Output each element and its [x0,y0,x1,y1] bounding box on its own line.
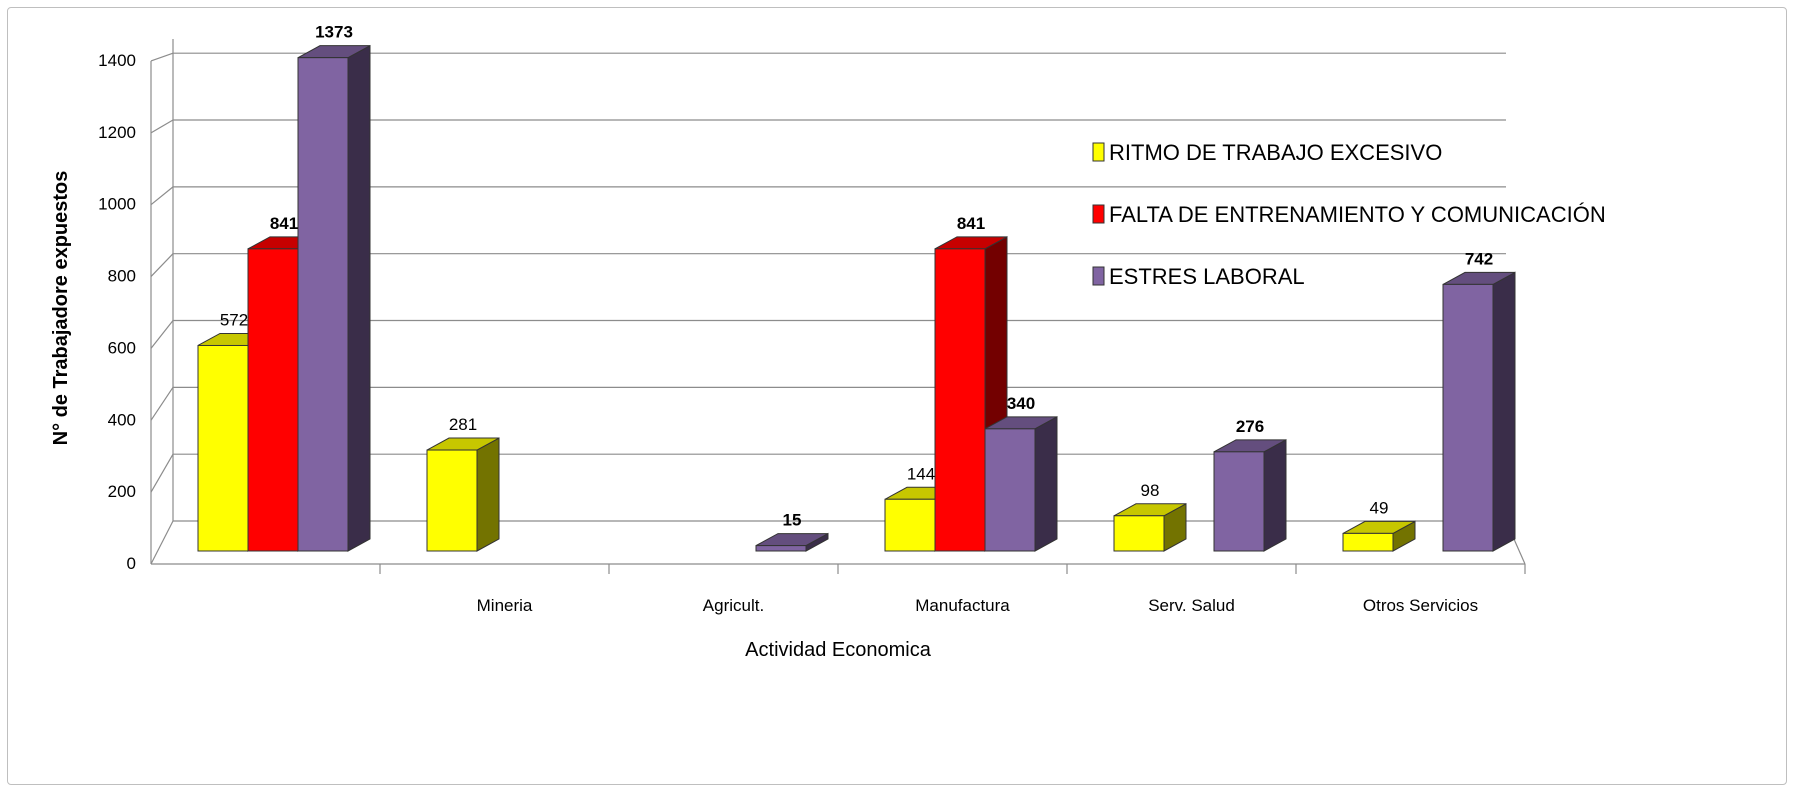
data-label: 98 [1141,481,1160,500]
data-label: 841 [270,214,298,233]
bar-chart: 0 200 400 600 800 1000 1200 1400 Mineria Agricult… [50,23,1606,661]
data-label: 15 [783,511,802,530]
x-tick-label: Agricult. [703,596,764,615]
legend-swatch [1092,204,1105,224]
data-label: 144 [907,464,935,483]
y-tick-label: 1400 [98,51,136,70]
bars-layer [197,44,1516,552]
gridline-side [150,387,174,421]
legend-label: RITMO DE TRABAJO EXCESIVO [1109,140,1442,165]
y-tick-label: 600 [108,338,136,357]
data-labels-layer: 572 281 144 98 49 841 841 1373 15 340 276 742 [220,23,1493,530]
bar [1442,271,1516,552]
bar [1113,502,1187,552]
data-label: 1373 [315,23,353,42]
data-label: 742 [1465,249,1493,268]
x-axis-title: Actividad Economica [745,639,932,661]
gridline-side [150,520,174,565]
data-label: 841 [957,214,985,233]
legend-item: ESTRES LABORAL [1092,264,1305,289]
x-tick-label: Mineria [477,596,533,615]
y-tick-label: 1200 [98,123,136,142]
gridline-side [150,119,174,134]
data-label: 276 [1236,417,1264,436]
chart-frame: 0 200 400 600 800 1000 1200 1400 Mineria Agricult… [7,7,1787,785]
y-axis-title: N° de Trabajadore expuestos [50,171,72,446]
gridline-side [150,52,174,62]
legend-item: RITMO DE TRABAJO EXCESIVO [1092,140,1442,165]
data-label: 281 [449,415,477,434]
bar [426,437,500,552]
gridline-side [150,186,174,206]
legend-swatch [1092,142,1105,162]
legend-item: FALTA DE ENTRENAMIENTO Y COMUNICACIÓN [1092,202,1606,227]
y-tick-label: 800 [108,267,136,286]
bar [1213,438,1287,552]
x-tick-label: Otros Servicios [1363,596,1478,615]
bar [934,235,1008,552]
bar [984,415,1058,552]
y-tick-label: 0 [127,554,136,573]
gridline-side [150,453,174,493]
gridline-side [150,320,174,349]
legend-swatch [1092,266,1105,286]
x-tick-label: Manufactura [915,596,1010,615]
data-label: 340 [1007,394,1035,413]
y-tick-label: 400 [108,410,136,429]
bar [1342,520,1416,552]
gridline-side [150,253,174,277]
legend: RITMO DE TRABAJO EXCESIVO FALTA DE ENTREN… [1092,140,1606,289]
legend-label: FALTA DE ENTRENAMIENTO Y COMUNICACIÓN [1109,202,1606,227]
y-tick-label: 200 [108,482,136,501]
legend-label: ESTRES LABORAL [1109,264,1305,289]
grid-layer: 0 200 400 600 800 1000 1200 1400 Mineria Agricult… [98,39,1526,615]
x-tick-label: Serv. Salud [1148,596,1235,615]
bar [755,532,829,552]
y-tick-label: 1000 [98,195,136,214]
data-label: 572 [220,310,248,329]
bar [297,44,371,552]
data-label: 49 [1370,498,1389,517]
